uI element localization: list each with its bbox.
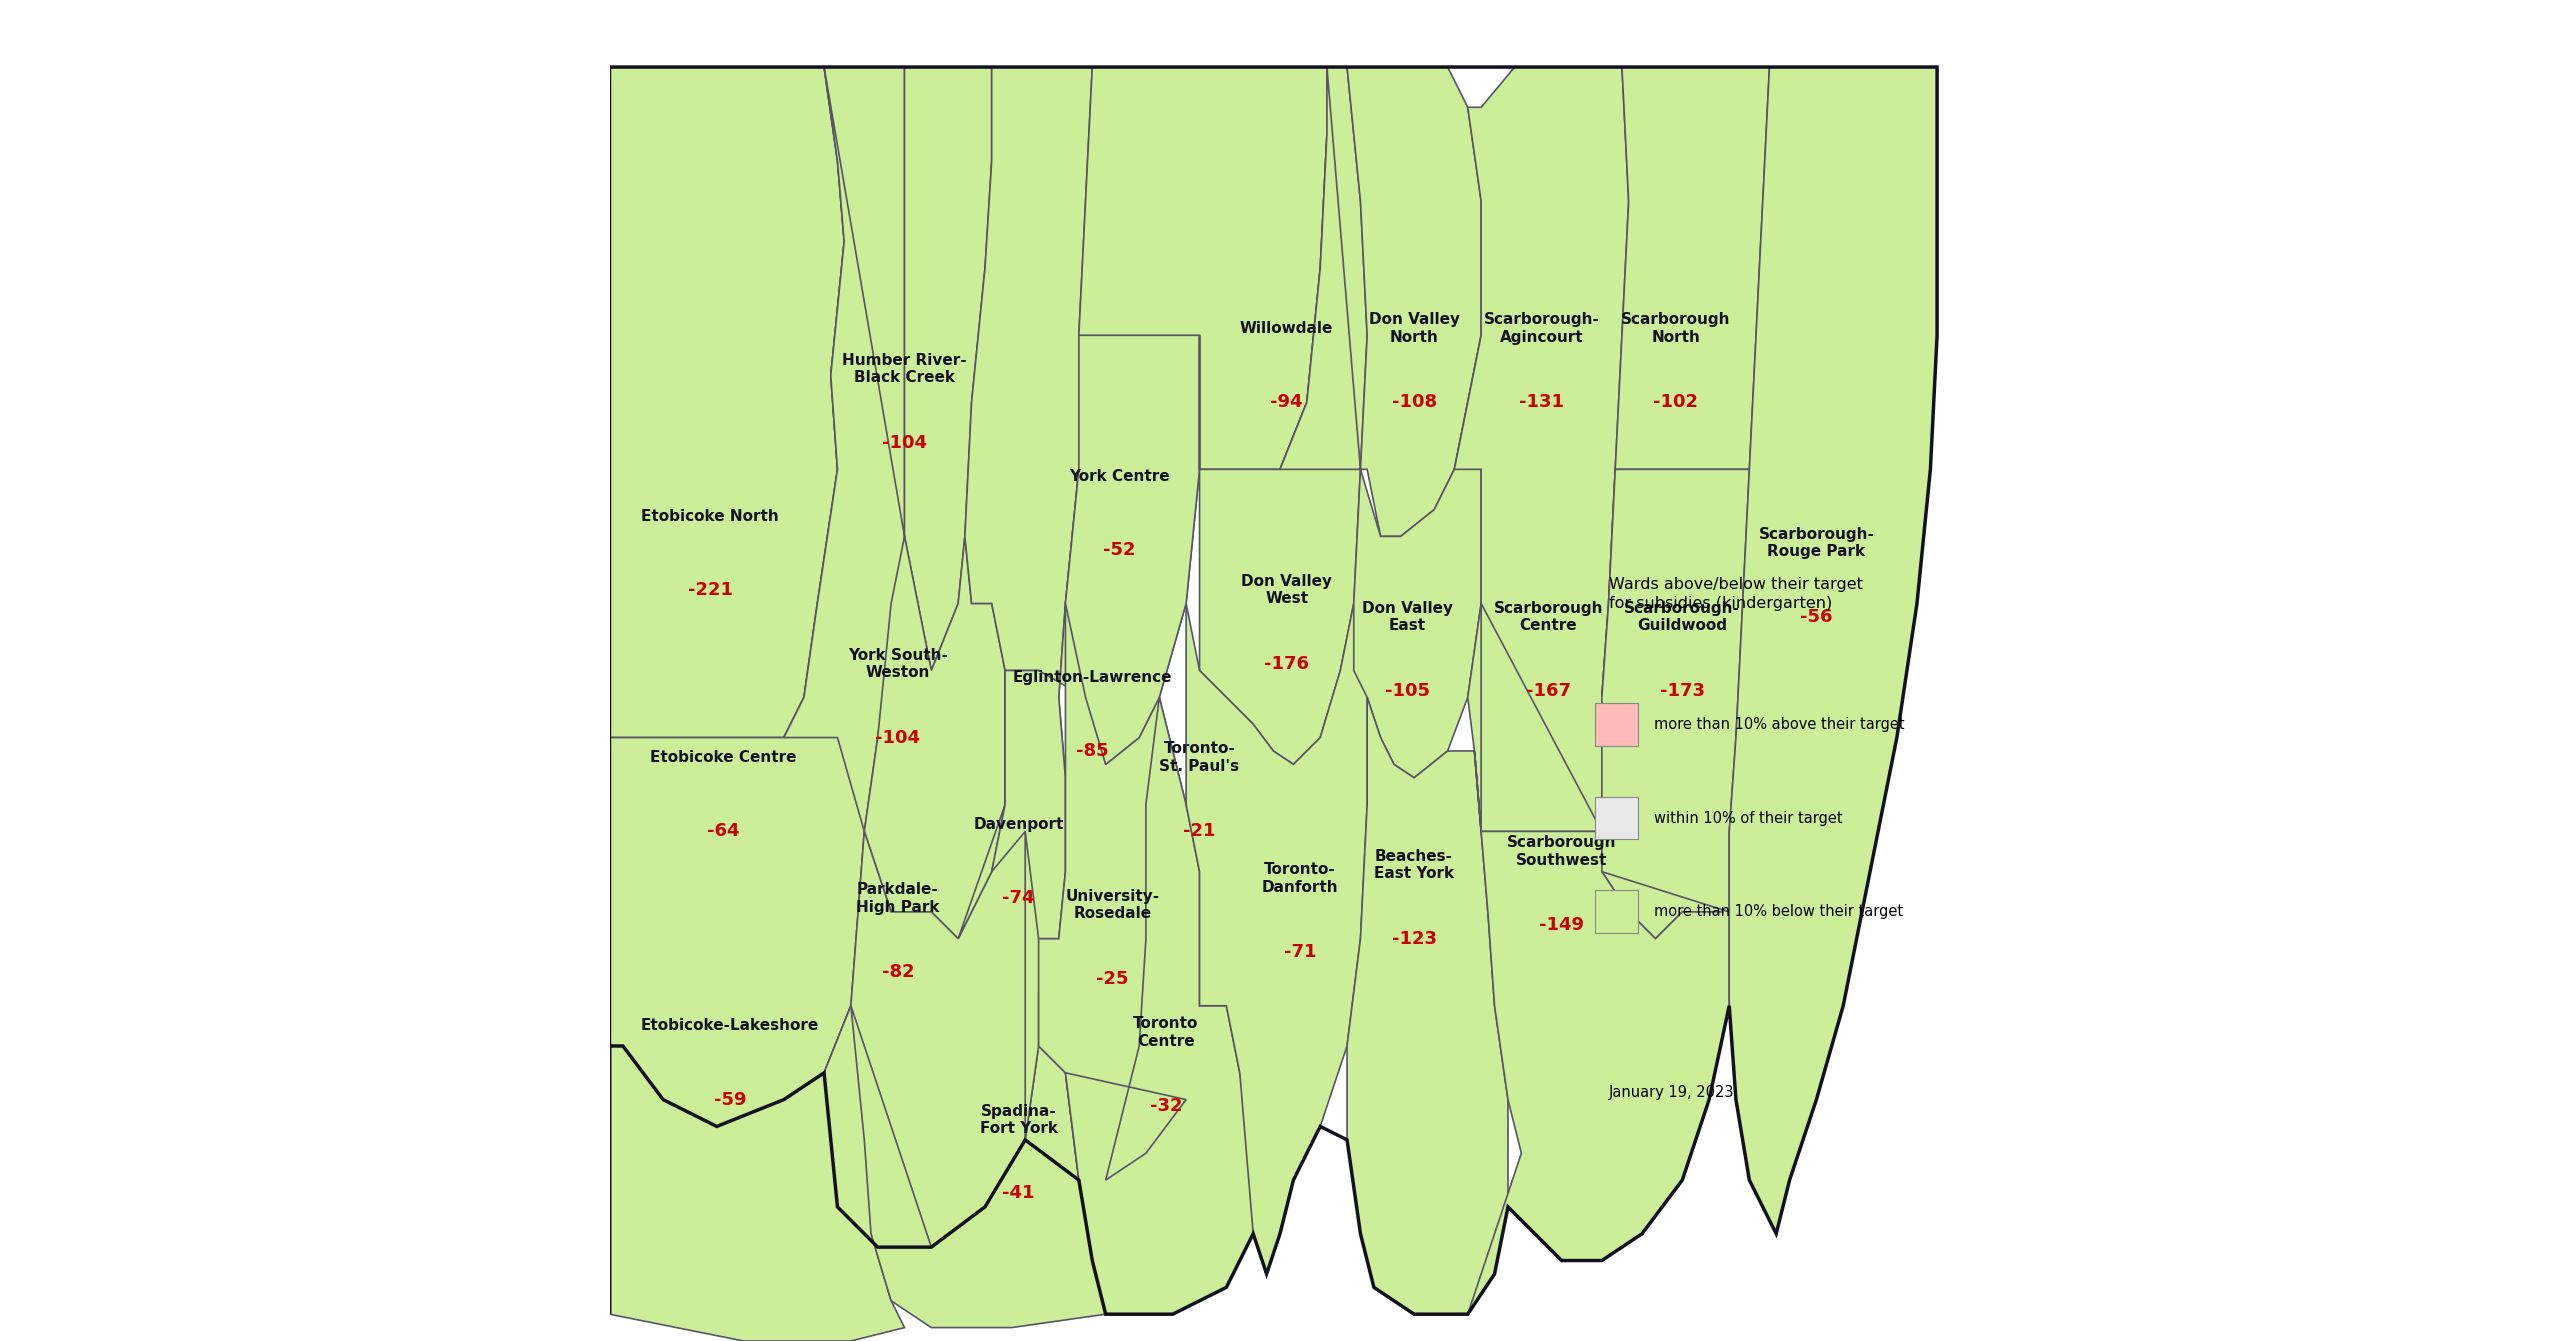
Text: -85: -85 [1075, 742, 1108, 760]
Text: York Centre: York Centre [1068, 468, 1170, 484]
Polygon shape [609, 67, 845, 738]
Text: -41: -41 [1004, 1184, 1034, 1203]
Text: -149: -149 [1539, 916, 1585, 935]
Text: Spadina-
Fort York: Spadina- Fort York [980, 1104, 1057, 1136]
Text: Humber River-
Black Creek: Humber River- Black Creek [842, 353, 968, 385]
Text: -104: -104 [876, 728, 919, 747]
Polygon shape [1078, 67, 1326, 469]
Text: Beaches-
East York: Beaches- East York [1375, 849, 1454, 881]
Text: more than 10% above their target: more than 10% above their target [1654, 716, 1905, 732]
Polygon shape [1467, 751, 1728, 1314]
Text: Etobicoke Centre: Etobicoke Centre [650, 750, 796, 766]
Text: -221: -221 [689, 581, 732, 599]
Text: -74: -74 [1004, 889, 1034, 908]
Text: -105: -105 [1385, 681, 1431, 700]
Polygon shape [1065, 697, 1254, 1314]
Text: more than 10% below their target: more than 10% below their target [1654, 904, 1902, 920]
Text: -102: -102 [1654, 393, 1697, 412]
Text: within 10% of their target: within 10% of their target [1654, 810, 1843, 826]
Text: -176: -176 [1265, 654, 1308, 673]
Text: Don Valley
East: Don Valley East [1362, 601, 1454, 633]
FancyBboxPatch shape [1595, 703, 1638, 746]
Text: -82: -82 [881, 963, 914, 982]
Polygon shape [1347, 697, 1508, 1314]
Polygon shape [957, 670, 1065, 1140]
Text: -94: -94 [1270, 393, 1303, 412]
Text: -32: -32 [1149, 1097, 1183, 1116]
Text: Etobicoke-Lakeshore: Etobicoke-Lakeshore [640, 1018, 819, 1034]
Polygon shape [991, 335, 1201, 939]
Text: Don Valley
West: Don Valley West [1242, 574, 1331, 606]
Polygon shape [1185, 603, 1367, 1274]
Text: -71: -71 [1285, 943, 1316, 961]
Text: Davenport: Davenport [973, 817, 1065, 833]
Text: -64: -64 [707, 822, 740, 841]
Text: Toronto-
St. Paul's: Toronto- St. Paul's [1160, 742, 1239, 774]
Polygon shape [1065, 335, 1201, 764]
Text: January 19, 2023: January 19, 2023 [1608, 1085, 1733, 1101]
Polygon shape [865, 536, 1006, 939]
Polygon shape [609, 1006, 904, 1341]
Text: Wards above/below their target
for subsidies (kindergarten): Wards above/below their target for subsi… [1608, 577, 1864, 611]
Text: -173: -173 [1659, 681, 1705, 700]
Text: Eglinton-Lawrence: Eglinton-Lawrence [1014, 669, 1172, 685]
Polygon shape [1615, 67, 1769, 469]
Text: -21: -21 [1183, 822, 1216, 841]
Text: Toronto-
Danforth: Toronto- Danforth [1262, 862, 1339, 894]
Polygon shape [1039, 603, 1201, 1180]
Polygon shape [1201, 67, 1367, 764]
Polygon shape [824, 805, 1039, 1247]
Polygon shape [850, 1006, 1106, 1328]
Text: Don Valley
North: Don Valley North [1370, 312, 1459, 345]
Polygon shape [1454, 67, 1628, 831]
Text: -52: -52 [1103, 540, 1134, 559]
FancyBboxPatch shape [1595, 890, 1638, 933]
Text: Willowdale: Willowdale [1239, 320, 1334, 337]
Text: Scarborough-
Rouge Park: Scarborough- Rouge Park [1759, 527, 1874, 559]
Text: Toronto
Centre: Toronto Centre [1134, 1016, 1198, 1049]
Text: Scarborough-
Guildwood: Scarborough- Guildwood [1626, 601, 1741, 633]
Polygon shape [1728, 67, 1938, 1234]
Polygon shape [1482, 469, 1748, 939]
Text: -25: -25 [1096, 970, 1129, 988]
FancyBboxPatch shape [1595, 797, 1638, 839]
Text: Scarborough
Centre: Scarborough Centre [1492, 601, 1603, 633]
Text: Scarborough
Southwest: Scarborough Southwest [1508, 835, 1615, 868]
Text: York South-
Weston: York South- Weston [847, 648, 947, 680]
Text: -108: -108 [1393, 393, 1436, 412]
Text: -59: -59 [714, 1090, 748, 1109]
Polygon shape [965, 67, 1093, 697]
Text: -131: -131 [1518, 393, 1564, 412]
Polygon shape [1280, 67, 1482, 536]
Text: Parkdale-
High Park: Parkdale- High Park [855, 882, 940, 915]
Text: -56: -56 [1800, 607, 1833, 626]
Text: Etobicoke North: Etobicoke North [640, 508, 778, 524]
Text: -123: -123 [1393, 929, 1436, 948]
Polygon shape [1354, 335, 1482, 778]
Polygon shape [783, 67, 991, 831]
Text: -167: -167 [1526, 681, 1572, 700]
Text: University-
Rosedale: University- Rosedale [1065, 889, 1160, 921]
Text: Scarborough-
Agincourt: Scarborough- Agincourt [1485, 312, 1600, 345]
Polygon shape [1603, 469, 1748, 912]
Text: Scarborough
North: Scarborough North [1620, 312, 1731, 345]
Text: -104: -104 [883, 433, 927, 452]
Polygon shape [609, 67, 904, 1126]
